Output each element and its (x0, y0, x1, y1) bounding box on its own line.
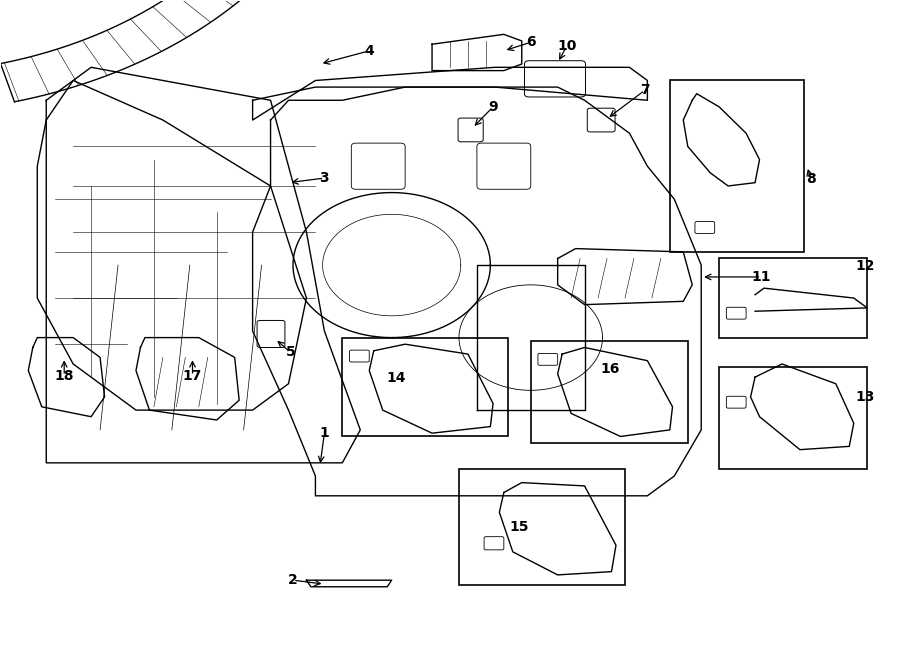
Text: 12: 12 (856, 260, 875, 273)
Text: 5: 5 (285, 345, 295, 359)
Text: 9: 9 (489, 100, 498, 114)
Text: 2: 2 (288, 573, 298, 587)
Text: 14: 14 (386, 371, 406, 385)
Text: 17: 17 (183, 369, 202, 383)
Text: 16: 16 (600, 362, 619, 376)
Text: 10: 10 (557, 39, 576, 53)
Text: 13: 13 (856, 390, 875, 404)
Text: 15: 15 (509, 520, 529, 534)
Text: 3: 3 (320, 171, 329, 185)
Text: 1: 1 (320, 426, 329, 440)
Text: 8: 8 (806, 172, 815, 187)
Bar (719, 258, 868, 338)
Bar (342, 338, 508, 436)
Bar (531, 341, 688, 443)
Text: 11: 11 (752, 270, 771, 284)
Text: 4: 4 (364, 44, 374, 58)
Text: 6: 6 (526, 35, 536, 49)
Text: 7: 7 (640, 83, 650, 97)
Bar (459, 469, 625, 585)
Text: 18: 18 (54, 369, 74, 383)
Bar (670, 81, 805, 252)
Bar (719, 367, 868, 469)
